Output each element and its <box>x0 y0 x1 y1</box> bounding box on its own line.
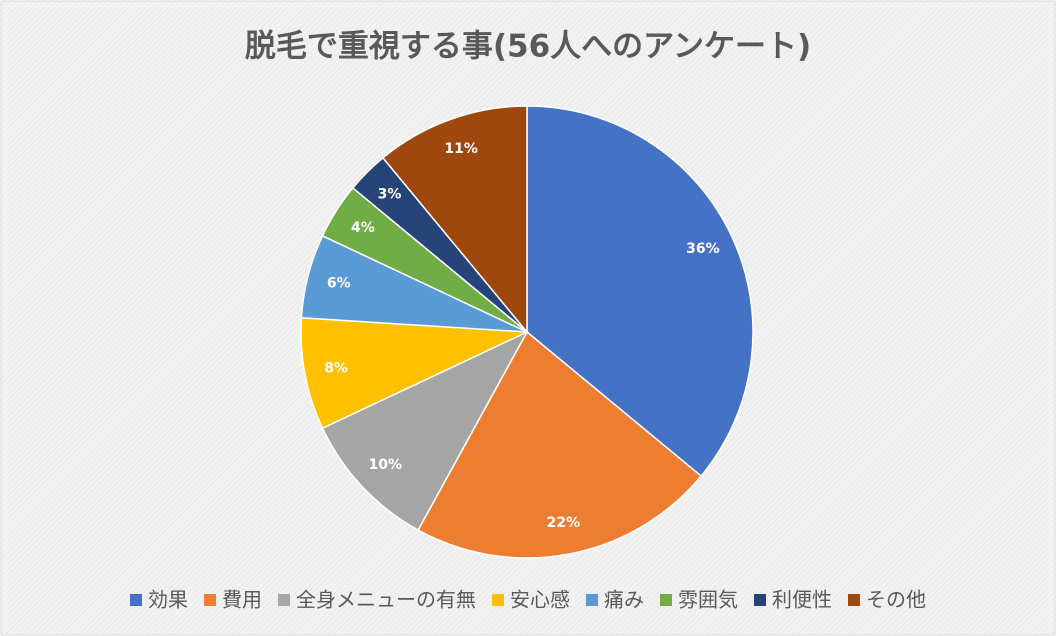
data-label: 6% <box>327 276 351 292</box>
legend-label: 安心感 <box>510 588 570 612</box>
data-label: 3% <box>378 187 402 203</box>
legend-label: 雰囲気 <box>678 588 738 612</box>
legend-swatch <box>130 594 142 606</box>
pie-slice <box>381 105 528 335</box>
data-label: 11% <box>444 141 478 157</box>
pie-slice <box>526 105 754 478</box>
legend-label: 効果 <box>148 588 188 612</box>
legend: 効果 費用 全身メニューの有無 安心感 痛み 雰囲気 利便性 その他 <box>130 588 926 612</box>
legend-label: 費用 <box>222 588 262 612</box>
legend-swatch <box>848 594 860 606</box>
legend-label: 全身メニューの有無 <box>296 588 476 612</box>
data-label: 36% <box>686 241 720 257</box>
data-label: 4% <box>351 220 375 236</box>
pie-slice <box>321 330 529 532</box>
pie-slice <box>417 330 703 559</box>
legend-label: 利便性 <box>772 588 832 612</box>
legend-label: その他 <box>866 588 926 612</box>
chart-title: 脱毛で重視する事(56人へのアンケート) <box>245 29 811 65</box>
pie-slice <box>300 317 528 430</box>
data-label: 22% <box>547 515 581 531</box>
legend-swatch <box>278 594 290 606</box>
legend-swatch <box>492 594 504 606</box>
legend-swatch <box>204 594 216 606</box>
legend-swatch <box>660 594 672 606</box>
data-label: 10% <box>369 457 403 473</box>
data-label: 8% <box>324 360 348 376</box>
legend-label: 痛み <box>604 588 644 612</box>
legend-swatch <box>586 594 598 606</box>
legend-swatch <box>754 594 766 606</box>
